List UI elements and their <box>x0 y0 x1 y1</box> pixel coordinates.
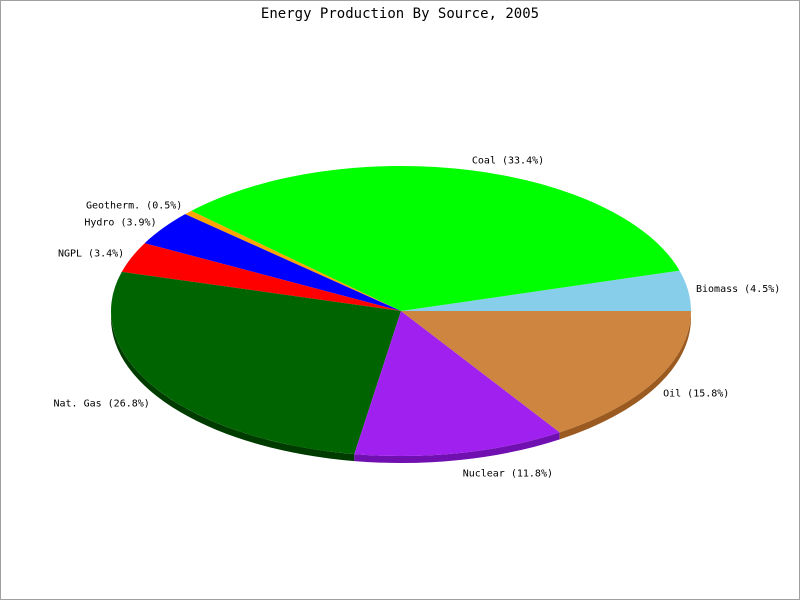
chart-title: Energy Production By Source, 2005 <box>260 6 540 22</box>
slice-label-coal: Coal (33.4%) <box>472 155 544 166</box>
pie-slice-geotherm <box>185 210 401 311</box>
pie-slice-coal <box>191 165 680 311</box>
slice-label-geotherm: Geotherm. (0.5%) <box>86 201 182 212</box>
slice-side-nuclear <box>354 432 560 463</box>
pie-slice-hydro <box>144 214 402 311</box>
slice-label-nuclear: Nuclear (11.8%) <box>463 469 553 480</box>
slice-side-nat-gas <box>111 311 355 462</box>
pie-sides <box>111 311 691 463</box>
slice-side-oil <box>559 311 691 440</box>
slice-label-nat-gas: Nat. Gas (26.8%) <box>53 399 149 410</box>
pie-slice-nat-gas <box>111 271 401 455</box>
slice-label-hydro: Hydro (3.9%) <box>84 217 156 228</box>
pie-slice-biomass <box>401 270 691 311</box>
slice-label-biomass: Biomass (4.5%) <box>696 284 780 295</box>
slice-label-oil: Oil (15.8%) <box>663 389 729 400</box>
pie-labels: Biomass (4.5%) Coal (33.4%) Geotherm. (0.5… <box>53 155 780 479</box>
pie-slices <box>111 165 691 456</box>
pie-slice-ngpl <box>121 243 401 311</box>
slice-label-ngpl: NGPL (3.4%) <box>58 249 124 260</box>
pie-slice-oil <box>401 311 691 433</box>
pie-slice-nuclear <box>354 311 560 456</box>
